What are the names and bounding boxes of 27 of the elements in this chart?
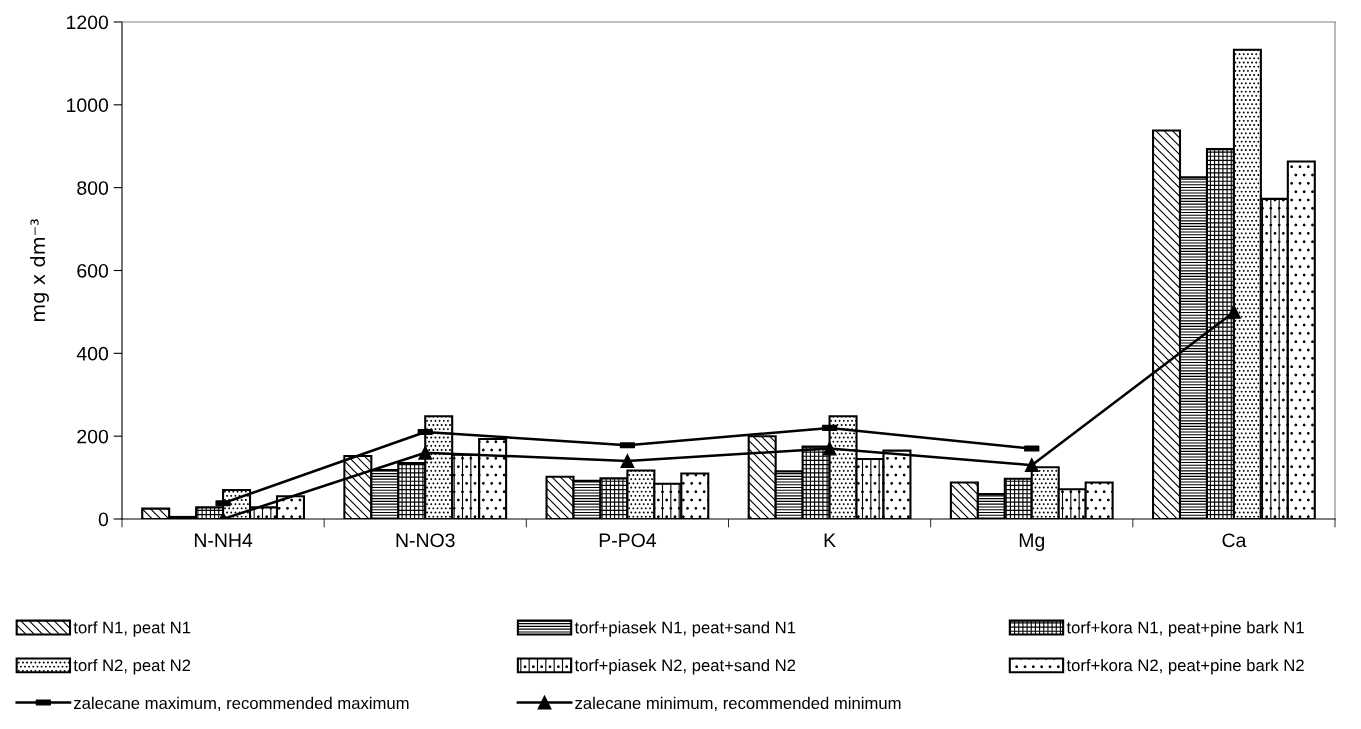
legend-label: torf+kora N1, peat+pine bark N1 xyxy=(1066,621,1304,637)
x-tick-label: N-NH4 xyxy=(194,533,253,547)
x-tick-label: Ca xyxy=(1222,533,1247,548)
y-tick-label: 400 xyxy=(76,346,109,361)
legend-label: zalecane minimum, recommended minimum xyxy=(575,696,901,712)
y-axis-title: mg x dm⁻³ xyxy=(30,219,49,321)
legend-label: torf+piasek N1, peat+sand N1 xyxy=(574,621,796,637)
legend-label: torf+kora N2, peat+pine bark N2 xyxy=(1066,659,1304,675)
y-tick-label: 600 xyxy=(77,263,109,278)
point xyxy=(822,441,837,456)
y-tick-label: 0 xyxy=(98,512,109,527)
legend-label: torf N2, peat N2 xyxy=(73,659,191,675)
x-tick-label: K xyxy=(824,533,836,547)
point xyxy=(1024,458,1039,473)
point xyxy=(418,445,433,460)
x-tick-label: N-NO3 xyxy=(396,533,455,548)
y-tick-label: 800 xyxy=(77,181,109,195)
legend-label: torf+piasek N2, peat+sand N2 xyxy=(574,659,796,675)
y-tick-label: 200 xyxy=(77,429,109,444)
y-tick-label: 1200 xyxy=(67,15,109,30)
point xyxy=(620,454,635,468)
point xyxy=(1226,304,1241,319)
x-tick-label: Mg xyxy=(1019,533,1044,552)
y-tick-label: 1000 xyxy=(67,98,109,113)
x-tick-label: P-PO4 xyxy=(599,533,657,548)
legend-label: torf N1, peat N1 xyxy=(73,621,191,637)
legend-label: zalecane maximum, recommended maximum xyxy=(74,696,409,712)
